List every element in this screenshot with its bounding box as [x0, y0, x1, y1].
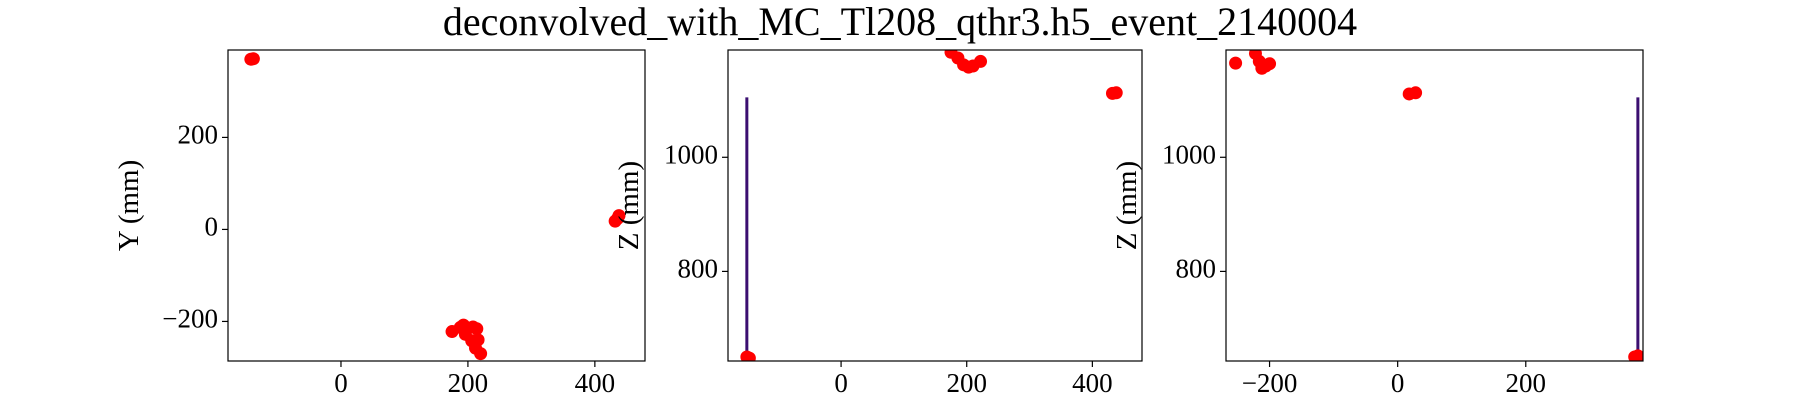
y-tick-label: −200 — [162, 304, 218, 334]
point — [612, 209, 626, 223]
axes-frame — [227, 49, 646, 362]
x-tick-label: 0 — [834, 368, 848, 398]
point — [742, 351, 756, 361]
y-tick-label: 800 — [1176, 254, 1217, 284]
y-axis-label: Z (mm) — [613, 161, 645, 250]
y-tick-label: 800 — [678, 254, 719, 284]
y-axis-label: Z (mm) — [1111, 161, 1143, 250]
point — [1263, 57, 1277, 71]
point — [974, 54, 988, 68]
axes-frame — [727, 49, 1143, 362]
y-tick-label: 0 — [205, 212, 219, 242]
subplot: 0 200 400 −200 0 200 Y (mm) — [113, 49, 646, 398]
figure-title: deconvolved_with_MC_Tl208_qthr3.h5_event… — [443, 0, 1357, 44]
x-tick-label: 400 — [575, 368, 616, 398]
x-tick-label: 0 — [1391, 368, 1405, 398]
plot-area — [244, 52, 626, 361]
x-tick-label: 200 — [946, 368, 987, 398]
axes-frame — [1225, 49, 1644, 362]
point — [1109, 86, 1123, 100]
point — [1409, 86, 1423, 100]
y-tick-label: 200 — [178, 120, 219, 150]
point — [1631, 349, 1643, 361]
x-tick-label: 200 — [1506, 368, 1547, 398]
point — [1229, 56, 1243, 70]
x-tick-label: 400 — [1072, 368, 1113, 398]
subplot: 0 200 400 800 1000 Z (mm) — [613, 49, 1143, 398]
y-tick-label: 1000 — [1162, 139, 1216, 169]
point — [246, 52, 260, 66]
plot-area — [1229, 50, 1643, 361]
x-tick-label: 0 — [334, 368, 348, 398]
point — [469, 341, 483, 355]
x-tick-label: 200 — [448, 368, 489, 398]
y-tick-label: 1000 — [664, 139, 718, 169]
y-axis-label: Y (mm) — [113, 160, 145, 252]
point — [470, 322, 484, 336]
x-tick-label: −200 — [1242, 368, 1298, 398]
plot-area — [740, 50, 1123, 361]
subplot: −200 0 200 800 1000 Z (mm) — [1111, 49, 1644, 398]
